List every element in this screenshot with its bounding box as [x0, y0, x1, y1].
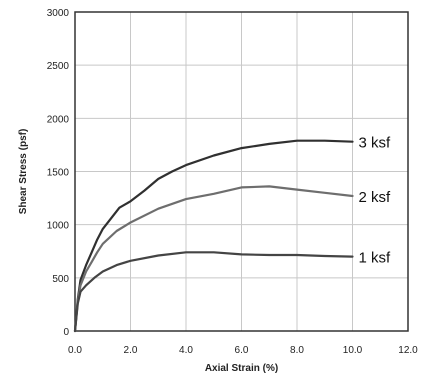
- y-tick-label: 500: [52, 274, 69, 285]
- curves: [73, 139, 354, 333]
- x-tick-labels: 0.0 2.0 4.0 6.0 8.0 10.0 12.0: [68, 345, 418, 356]
- series-line-1: [73, 139, 354, 333]
- x-tick-label: 10.0: [343, 345, 363, 356]
- y-tick-label: 1500: [47, 168, 70, 179]
- grid-lines: [75, 12, 408, 331]
- series-label-2: 2 ksf: [359, 189, 392, 206]
- series-label-1: 3 ksf: [359, 135, 392, 152]
- series-line-3: [73, 251, 354, 333]
- x-tick-label: 6.0: [235, 345, 249, 356]
- y-tick-label: 1000: [47, 221, 70, 232]
- x-tick-label: 12.0: [398, 345, 418, 356]
- x-tick-label: 0.0: [68, 345, 82, 356]
- y-axis-label: Shear Stress (psf): [18, 129, 29, 215]
- y-tick-label: 3000: [47, 8, 70, 19]
- series-line-2: [73, 185, 354, 333]
- plot-frame: [74, 11, 409, 332]
- x-axis-label: Axial Strain (%): [205, 363, 278, 374]
- y-tick-label: 2500: [47, 61, 70, 72]
- x-tick-label: 2.0: [124, 345, 138, 356]
- y-tick-label: 0: [63, 327, 69, 338]
- y-tick-label: 2000: [47, 114, 70, 125]
- series-labels: 3 ksf 2 ksf 1 ksf: [359, 135, 392, 267]
- y-tick-labels: 0 500 1000 1500 2000 2500 3000: [47, 8, 70, 338]
- x-tick-label: 8.0: [290, 345, 304, 356]
- x-tick-label: 4.0: [179, 345, 193, 356]
- series-label-3: 1 ksf: [359, 250, 392, 267]
